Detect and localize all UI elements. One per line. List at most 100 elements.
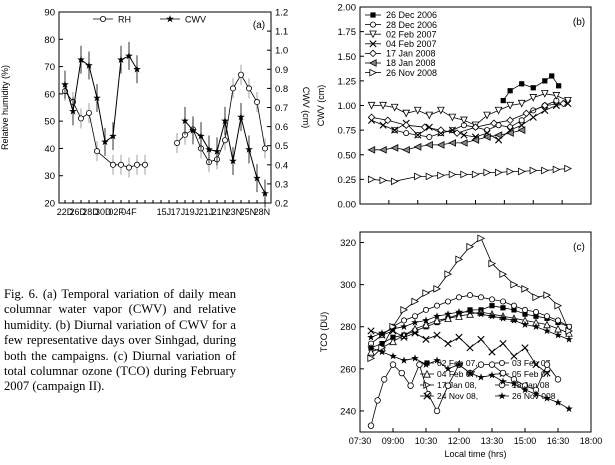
panel-c-legend-text: 18 Jan 08 bbox=[512, 380, 550, 390]
panel-b-point bbox=[367, 175, 376, 184]
panel-b-legend-marker bbox=[369, 21, 376, 28]
panel-b-point bbox=[402, 109, 411, 118]
panel-b-point bbox=[556, 83, 562, 89]
panel-b-point bbox=[413, 106, 422, 115]
panel-c-legend-marker bbox=[498, 392, 506, 400]
panel-c-point bbox=[444, 382, 452, 389]
panel-c-point bbox=[510, 280, 519, 289]
panel-b-series-line bbox=[371, 103, 568, 141]
panel-b-point bbox=[471, 170, 480, 179]
panel-c-point bbox=[477, 234, 486, 243]
panel-c-point bbox=[398, 369, 405, 377]
panel-c-point bbox=[466, 344, 474, 352]
panel-b-label: (b) bbox=[573, 17, 585, 28]
panel-b-point bbox=[453, 129, 461, 137]
panel-b-point bbox=[403, 130, 410, 137]
panel-b-point bbox=[482, 133, 491, 141]
panel-b-point bbox=[425, 123, 433, 131]
panel-b-point bbox=[383, 116, 392, 125]
panel-c-point bbox=[522, 306, 529, 313]
panel-c-series-line bbox=[370, 311, 570, 353]
panel-a-ytick-label: 70 bbox=[44, 62, 55, 73]
panel-a-rh-point bbox=[118, 161, 125, 168]
panel-b-point bbox=[460, 131, 468, 139]
panel-c-point bbox=[378, 331, 386, 339]
panel-a-xtick-label: 19J bbox=[185, 207, 200, 217]
panel-b-point bbox=[367, 145, 376, 154]
panel-a-rh-point bbox=[78, 115, 85, 122]
panel-c-point bbox=[433, 302, 440, 309]
panel-a-cwv-point bbox=[221, 116, 229, 125]
panel-c-legend-text: 17 Jan 08, bbox=[437, 380, 477, 390]
panel-b-legend-marker bbox=[369, 40, 377, 48]
panel-b-legend-text: 02 Feb 2007 bbox=[386, 29, 437, 39]
panel-b-point bbox=[559, 99, 568, 108]
panel-b-point bbox=[459, 139, 468, 147]
panel-a-y2tick-label: 0.8 bbox=[275, 84, 288, 95]
panel-b-series-line bbox=[371, 93, 569, 126]
panel-a-rh-point bbox=[261, 145, 268, 152]
panel-b-point bbox=[519, 81, 525, 87]
panel-b-point bbox=[436, 141, 445, 149]
panel-c-point bbox=[521, 320, 529, 328]
panel-a-cwv-point bbox=[109, 132, 117, 140]
panel-b-point bbox=[518, 117, 525, 124]
panel-a-xtick-label: 23N bbox=[226, 207, 243, 217]
panel-b-point bbox=[437, 126, 445, 134]
panel-b-point bbox=[552, 92, 561, 100]
panel-b-point bbox=[549, 73, 555, 79]
panel-a-y2tick-label: 1.2 bbox=[275, 8, 288, 19]
panel-c-point bbox=[543, 369, 551, 377]
panel-a-xtick-label: 28D bbox=[82, 207, 99, 217]
panel-a-cwv-point bbox=[85, 61, 93, 69]
panel-a-cwv-point bbox=[229, 157, 237, 165]
panel-b-point bbox=[460, 116, 468, 125]
panel-c-xtick-label: 16:30 bbox=[547, 436, 570, 446]
panel-b-point bbox=[425, 141, 433, 149]
panel-c-point bbox=[400, 322, 408, 330]
panel-c-point bbox=[543, 361, 551, 368]
panel-c-xtick-label: 10:30 bbox=[415, 436, 438, 446]
panel-b-point bbox=[391, 126, 399, 134]
panel-c-series-line bbox=[370, 294, 570, 344]
panel-c-point bbox=[488, 312, 496, 320]
panel-c-point bbox=[532, 361, 540, 369]
panel-a-ytick-label: 20 bbox=[44, 199, 55, 210]
panel-c-point bbox=[455, 308, 463, 316]
panel-c-point bbox=[422, 335, 430, 343]
panel-c-point bbox=[422, 306, 429, 313]
panel-c-point bbox=[433, 407, 441, 415]
panel-c-point bbox=[533, 308, 540, 315]
panel-c-legend-text: 04 Feb 07, bbox=[437, 369, 478, 379]
panel-a-rh-point bbox=[133, 161, 140, 168]
panel-a-y2label: CWV (cm) bbox=[301, 87, 311, 129]
panel-c-point bbox=[499, 369, 507, 377]
panel-c-series-6 bbox=[367, 327, 551, 400]
panel-b-point bbox=[541, 166, 549, 175]
panel-c-point bbox=[466, 242, 475, 251]
panel-a-ytick-label: 40 bbox=[44, 144, 55, 155]
panel-b-ytick-label: 2.00 bbox=[338, 3, 357, 14]
panel-c-point bbox=[521, 284, 530, 293]
panel-a-y2tick-label: 0.2 bbox=[275, 199, 288, 210]
panel-c-point bbox=[379, 340, 385, 347]
panel-b-point bbox=[522, 109, 531, 118]
panel-c-point bbox=[416, 361, 423, 368]
panel-c-point bbox=[400, 306, 409, 314]
panel-b-point bbox=[367, 113, 376, 122]
panel-c-point bbox=[554, 324, 562, 333]
panel-c-point bbox=[510, 352, 518, 360]
panel-a-cwv-point bbox=[253, 174, 261, 182]
panel-c-point bbox=[444, 339, 452, 348]
panel-c-point bbox=[488, 348, 496, 356]
panel-a-y2tick-label: 0.5 bbox=[275, 141, 288, 152]
panel-a-ytick-label: 90 bbox=[44, 8, 55, 19]
panel-b-point bbox=[379, 176, 388, 185]
panel-c-point bbox=[555, 317, 562, 324]
panel-a-rh-point bbox=[126, 164, 133, 171]
panel-b-point bbox=[483, 168, 492, 177]
panel-b-point bbox=[390, 144, 399, 152]
panel-c-point bbox=[532, 390, 540, 398]
panel-c-point bbox=[444, 298, 451, 305]
panel-b-series-line bbox=[371, 103, 564, 134]
